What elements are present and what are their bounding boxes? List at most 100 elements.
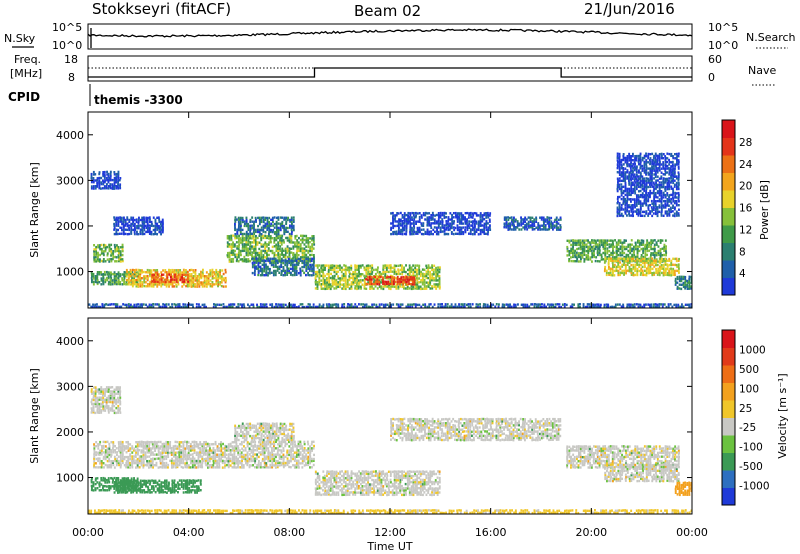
range-cell — [431, 287, 434, 290]
range-cell — [291, 222, 293, 226]
range-cell — [670, 154, 673, 157]
range-cell — [423, 285, 426, 288]
range-cell — [224, 271, 227, 274]
range-cell — [114, 281, 116, 284]
range-cell — [252, 251, 255, 254]
range-cell — [275, 305, 278, 309]
range-cell — [593, 252, 595, 255]
range-cell — [409, 305, 411, 308]
range-cell — [396, 283, 399, 286]
range-cell — [581, 243, 584, 246]
range-cell — [628, 190, 631, 193]
range-cell — [271, 257, 274, 261]
range-cell — [282, 274, 285, 277]
range-cell — [377, 275, 380, 279]
range-cell — [621, 271, 623, 275]
range-cell — [537, 226, 540, 229]
range-cell — [203, 275, 206, 278]
range-cell — [90, 172, 93, 176]
range-cell — [513, 224, 515, 227]
range-cell — [113, 181, 116, 184]
range-cell — [425, 281, 428, 284]
range-cell — [254, 269, 256, 273]
range-cell — [280, 305, 283, 309]
range-cell — [128, 305, 130, 308]
range-cell — [94, 278, 97, 282]
range-cell — [650, 181, 653, 184]
range-cell — [438, 268, 441, 271]
range-cell — [119, 256, 122, 259]
range-cell — [275, 222, 278, 225]
range-cell — [677, 171, 680, 174]
range-cell — [284, 303, 287, 307]
range-cell — [316, 270, 319, 274]
range-cell — [290, 232, 293, 236]
range-cell — [262, 216, 265, 219]
range-cell — [215, 275, 217, 278]
range-cell — [520, 222, 523, 225]
range-cell — [445, 220, 448, 223]
range-cell — [632, 274, 635, 277]
range-cell — [152, 216, 155, 219]
range-cell — [680, 277, 683, 281]
range-cell — [390, 266, 392, 269]
range-cell — [513, 305, 515, 309]
range-cell — [608, 245, 611, 249]
range-cell — [677, 185, 680, 188]
range-cell — [233, 245, 236, 248]
range-cell — [254, 228, 257, 232]
range-cell — [656, 212, 659, 215]
range-cell — [171, 285, 174, 288]
range-cell — [303, 265, 305, 269]
range-cell — [423, 278, 426, 282]
range-cell — [655, 154, 657, 157]
range-cell — [287, 216, 289, 220]
range-cell — [345, 283, 347, 286]
range-cell — [123, 271, 126, 274]
range-cell — [294, 235, 297, 238]
range-cell — [678, 200, 680, 203]
range-cell — [439, 305, 442, 309]
range-cell — [398, 220, 400, 223]
range-cell — [143, 220, 146, 224]
range-cell — [638, 200, 640, 203]
range-cell — [256, 241, 259, 244]
range-cell — [209, 270, 212, 274]
range-cell — [122, 303, 125, 306]
range-cell — [545, 305, 547, 308]
range-cell — [106, 258, 109, 261]
range-cell — [462, 218, 465, 221]
range-cell — [96, 273, 99, 276]
range-cell — [591, 239, 593, 242]
range-cell — [422, 212, 425, 215]
range-cell — [638, 171, 640, 174]
range-cell — [234, 255, 237, 259]
range-cell — [177, 283, 180, 286]
range-cell — [649, 261, 652, 264]
range-cell — [518, 222, 521, 225]
range-cell — [678, 271, 680, 274]
range-cell — [627, 269, 629, 272]
range-cell — [409, 212, 412, 215]
range-cell — [535, 218, 538, 221]
range-cell — [241, 216, 244, 220]
range-cell — [629, 198, 632, 201]
range-cell — [281, 216, 284, 219]
range-cell — [239, 226, 242, 229]
range-cell — [217, 279, 219, 282]
range-cell — [188, 277, 191, 280]
range-cell — [598, 239, 601, 242]
range-cell — [625, 253, 628, 257]
range-cell — [677, 181, 680, 185]
range-cell — [481, 214, 484, 217]
range-cell — [121, 247, 124, 251]
range-cell — [277, 252, 280, 255]
range-cell — [616, 185, 619, 189]
range-cell — [286, 249, 289, 253]
range-cell — [348, 305, 351, 308]
range-cell — [238, 228, 240, 232]
range-cell — [188, 274, 191, 278]
range-cell — [516, 224, 519, 227]
range-cell — [326, 281, 328, 284]
range-cell — [157, 216, 160, 219]
